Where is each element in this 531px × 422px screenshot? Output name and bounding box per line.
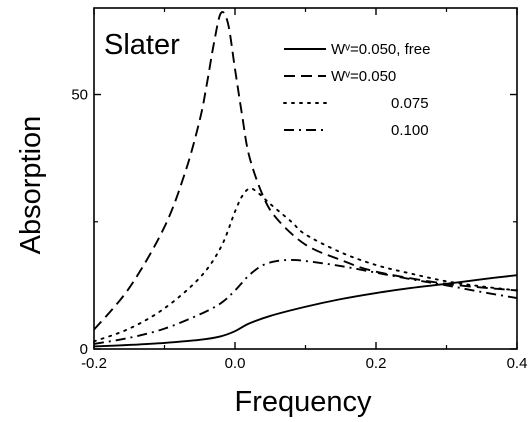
legend-label: Wᵛ=0.050 <box>331 68 396 85</box>
series-lines <box>93 10 518 348</box>
y-tick-label: 50 <box>71 87 88 104</box>
x-axis-ticks: -0.2 0.0 0.2 0.4 <box>81 8 527 372</box>
panel-label: Slater <box>104 29 180 61</box>
x-tick-label: 0.2 <box>366 355 387 372</box>
y-tick-label: 0 <box>80 341 88 358</box>
x-tick-label: 0.0 <box>225 355 246 372</box>
series-line-solid <box>93 274 518 348</box>
legend: Wᵛ=0.050, free Wᵛ=0.050 0.075 0.100 <box>283 41 430 139</box>
series-line-dashdot <box>93 258 518 345</box>
legend-label: 0.075 <box>391 95 429 112</box>
x-tick-label: -0.2 <box>81 355 107 372</box>
y-axis-title: Absorption <box>15 116 47 255</box>
series-line-dotted <box>93 187 518 343</box>
legend-label: Wᵛ=0.050, free <box>331 41 430 58</box>
x-axis-title: Frequency <box>234 386 372 418</box>
legend-label: 0.100 <box>391 122 429 139</box>
x-tick-label: 0.4 <box>507 355 528 372</box>
y-axis-ticks: 0 50 <box>71 87 517 358</box>
series-line-dashed <box>93 10 518 331</box>
